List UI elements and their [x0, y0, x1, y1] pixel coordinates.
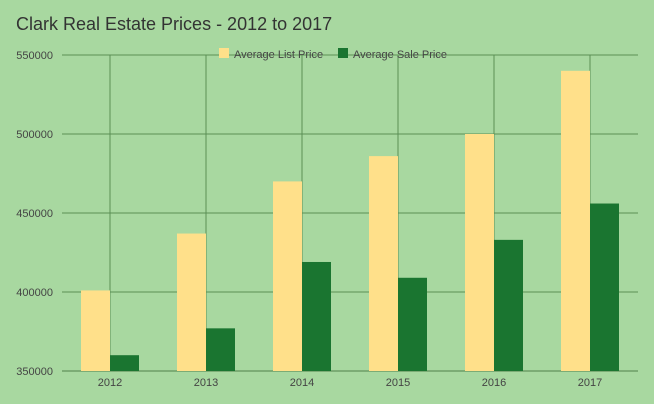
x-tick-label-2015: 2015: [386, 377, 410, 389]
bar-sale-2015: [398, 277, 427, 371]
bar-list-2013: [177, 233, 206, 371]
bar-sale-2013: [206, 328, 235, 371]
x-tick-label-2017: 2017: [578, 377, 602, 389]
bar-sale-2014: [302, 261, 331, 371]
legend-label-list-price: Average List Price: [234, 49, 323, 61]
bar-sale-2012: [110, 355, 139, 371]
x-tick-label-2013: 2013: [194, 377, 218, 389]
y-tick-label-450000: 450000: [16, 208, 53, 220]
grid: [62, 54, 638, 372]
bar-list-2016: [465, 134, 494, 371]
legend: Average List Price Average Sale Price: [219, 48, 447, 61]
bar-list-2017: [561, 70, 590, 372]
x-tick-label-2016: 2016: [482, 377, 506, 389]
y-tick-label-400000: 400000: [16, 287, 53, 299]
ticks: 350000 400000 450000 500000 550000 2012 2013 20…: [16, 50, 602, 389]
x-tick-label-2012: 2012: [98, 377, 122, 389]
chart-title: Clark Real Estate Prices - 2012 to 2017: [16, 14, 332, 34]
legend-swatch-sale-price: [338, 48, 348, 58]
y-tick-label-550000: 550000: [16, 50, 53, 62]
legend-label-sale-price: Average Sale Price: [353, 49, 447, 61]
bar-list-2012: [81, 290, 110, 371]
bar-sale-2016: [494, 239, 523, 371]
y-tick-label-500000: 500000: [16, 129, 53, 141]
bar-list-2015: [369, 156, 398, 371]
bar-list-2014: [273, 181, 302, 371]
legend-swatch-list-price: [219, 48, 229, 58]
y-tick-label-350000: 350000: [16, 366, 53, 378]
x-tick-label-2014: 2014: [290, 377, 314, 389]
bars: [81, 70, 619, 372]
bar-sale-2017: [590, 203, 619, 371]
